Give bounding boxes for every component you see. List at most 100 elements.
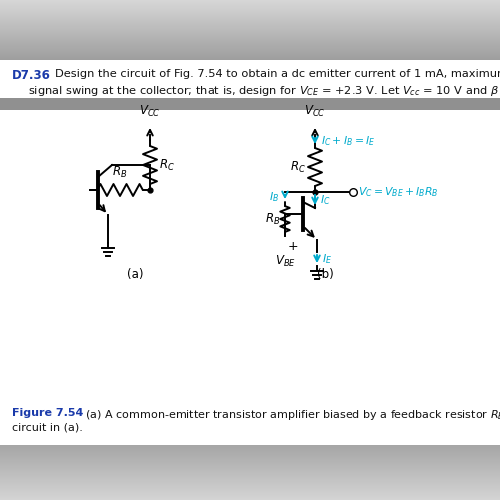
Bar [0, 453, 500, 454]
Bar [0, 10, 500, 11]
Bar [0, 5, 500, 6]
Bar [0, 98, 500, 110]
Bar [0, 475, 500, 476]
Bar [0, 474, 500, 475]
Bar [0, 4, 500, 5]
Text: (a): (a) [127, 268, 144, 281]
Bar [0, 473, 500, 474]
Bar [0, 54, 500, 55]
Text: $V_{BE}$: $V_{BE}$ [274, 254, 295, 269]
Bar [0, 36, 500, 37]
Text: $V_C = V_{BE} + I_B R_B$: $V_C = V_{BE} + I_B R_B$ [358, 185, 438, 199]
Bar [0, 23, 500, 24]
Bar [0, 40, 500, 41]
Bar [0, 497, 500, 498]
Bar [0, 2, 500, 3]
Bar [0, 465, 500, 466]
Bar [0, 496, 500, 497]
Bar [0, 477, 500, 478]
Bar [0, 18, 500, 19]
Bar [0, 11, 500, 12]
Bar [0, 58, 500, 59]
Bar [0, 493, 500, 494]
Bar [0, 46, 500, 47]
Bar [0, 28, 500, 29]
Bar [0, 39, 500, 40]
Bar [0, 457, 500, 458]
Bar [0, 471, 500, 472]
Bar [0, 32, 500, 33]
Bar [0, 3, 500, 4]
Bar [0, 458, 500, 459]
Bar [0, 52, 500, 53]
Bar [0, 50, 500, 51]
Bar [0, 490, 500, 491]
Text: $R_C$: $R_C$ [290, 160, 306, 174]
Bar [0, 19, 500, 20]
Bar [0, 59, 500, 60]
Bar [0, 44, 500, 45]
Bar [0, 450, 500, 451]
Bar [0, 481, 500, 482]
Text: Figure 7.54: Figure 7.54 [12, 408, 84, 418]
Text: $V_{CC}$: $V_{CC}$ [139, 104, 161, 119]
Bar [0, 485, 500, 486]
Bar [0, 467, 500, 468]
Bar [0, 456, 500, 457]
Bar [0, 17, 500, 18]
Bar [0, 30, 500, 31]
Bar [0, 480, 500, 481]
Bar [0, 45, 500, 46]
Bar [0, 60, 500, 98]
Bar [0, 498, 500, 499]
Bar [0, 494, 500, 495]
Bar [0, 452, 500, 453]
Bar [0, 455, 500, 456]
Bar [0, 7, 500, 8]
Bar [0, 460, 500, 461]
Bar [0, 34, 500, 35]
Text: $R_C$: $R_C$ [159, 158, 175, 172]
Bar [0, 451, 500, 452]
Text: $I_C + I_B = I_E$: $I_C + I_B = I_E$ [321, 134, 376, 148]
Bar [0, 470, 500, 471]
Bar [0, 60, 500, 445]
Bar [0, 488, 500, 489]
Bar [0, 454, 500, 455]
Bar [0, 483, 500, 484]
Bar [0, 41, 500, 42]
Bar [0, 466, 500, 467]
Bar [0, 47, 500, 48]
Text: (b): (b) [316, 268, 334, 281]
Bar [0, 56, 500, 57]
Bar [0, 476, 500, 477]
Text: $V_{CC}$: $V_{CC}$ [304, 104, 326, 119]
Text: $I_B$: $I_B$ [269, 190, 279, 204]
Bar [0, 53, 500, 54]
Text: $R_B$: $R_B$ [264, 212, 280, 226]
Bar [0, 445, 500, 446]
Bar [0, 495, 500, 496]
Bar [0, 14, 500, 15]
Bar [0, 20, 500, 21]
Bar [0, 479, 500, 480]
Bar [0, 491, 500, 492]
Bar [0, 449, 500, 450]
Bar [0, 38, 500, 39]
Bar [0, 468, 500, 469]
Bar [0, 469, 500, 470]
Bar [0, 27, 500, 28]
Text: (a) A common-emitter transistor amplifier biased by a feedback resistor $R_B$. (: (a) A common-emitter transistor amplifie… [82, 408, 500, 422]
Text: circuit in (a).: circuit in (a). [12, 422, 83, 432]
Bar [0, 447, 500, 448]
Bar [0, 482, 500, 483]
Bar [0, 15, 500, 16]
Bar [0, 499, 500, 500]
Bar [0, 446, 500, 447]
Bar [0, 25, 500, 26]
Text: D7.36: D7.36 [12, 69, 51, 82]
Bar [0, 29, 500, 30]
Bar [0, 462, 500, 463]
Bar [0, 459, 500, 460]
Bar [0, 42, 500, 43]
